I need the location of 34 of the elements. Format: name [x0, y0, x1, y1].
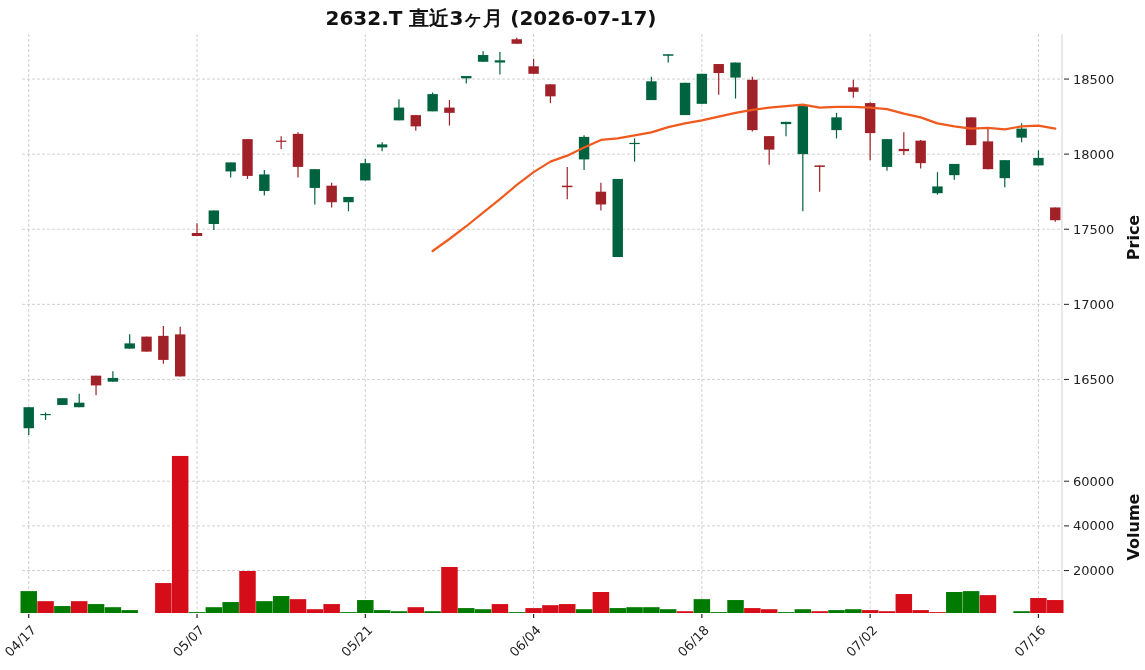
y-tick-label: 18500 — [1073, 71, 1115, 87]
candlestick — [915, 139, 926, 170]
y-tick-label: 20000 — [1073, 563, 1115, 579]
candlestick — [259, 169, 270, 197]
y-tick-label: 17500 — [1073, 221, 1115, 237]
candlestick — [932, 171, 943, 196]
candlestick — [107, 370, 119, 383]
candlestick — [814, 164, 825, 193]
candlestick — [309, 168, 321, 206]
candlestick — [444, 99, 455, 127]
candlestick — [1016, 122, 1027, 143]
line-series — [431, 103, 1057, 253]
candlestick — [763, 135, 775, 166]
candlestick — [23, 406, 34, 436]
candlestick — [326, 182, 337, 209]
candlestick — [831, 112, 842, 139]
candlestick — [999, 159, 1010, 188]
y-axis-title: Volume — [1123, 493, 1143, 561]
candlestick — [595, 182, 607, 212]
y-tick-label: 60000 — [1073, 473, 1115, 489]
candlestick — [494, 51, 506, 76]
candlestick — [730, 61, 741, 100]
candlestick — [208, 209, 220, 231]
y-axis-title: Price — [1123, 214, 1143, 261]
y-tick-label: 17000 — [1073, 296, 1115, 312]
y-tick-label: 40000 — [1073, 518, 1115, 534]
candlestick — [376, 141, 388, 152]
y-tick-label: 18000 — [1073, 146, 1115, 162]
candlestick — [545, 83, 556, 104]
candlestick — [713, 63, 724, 96]
chart-title: 2632.T 直近3ヶ月 (2026-07-17) — [325, 6, 657, 30]
candlestick — [848, 79, 859, 99]
candlestick — [191, 222, 203, 237]
y-tick-label: 16500 — [1073, 371, 1115, 387]
